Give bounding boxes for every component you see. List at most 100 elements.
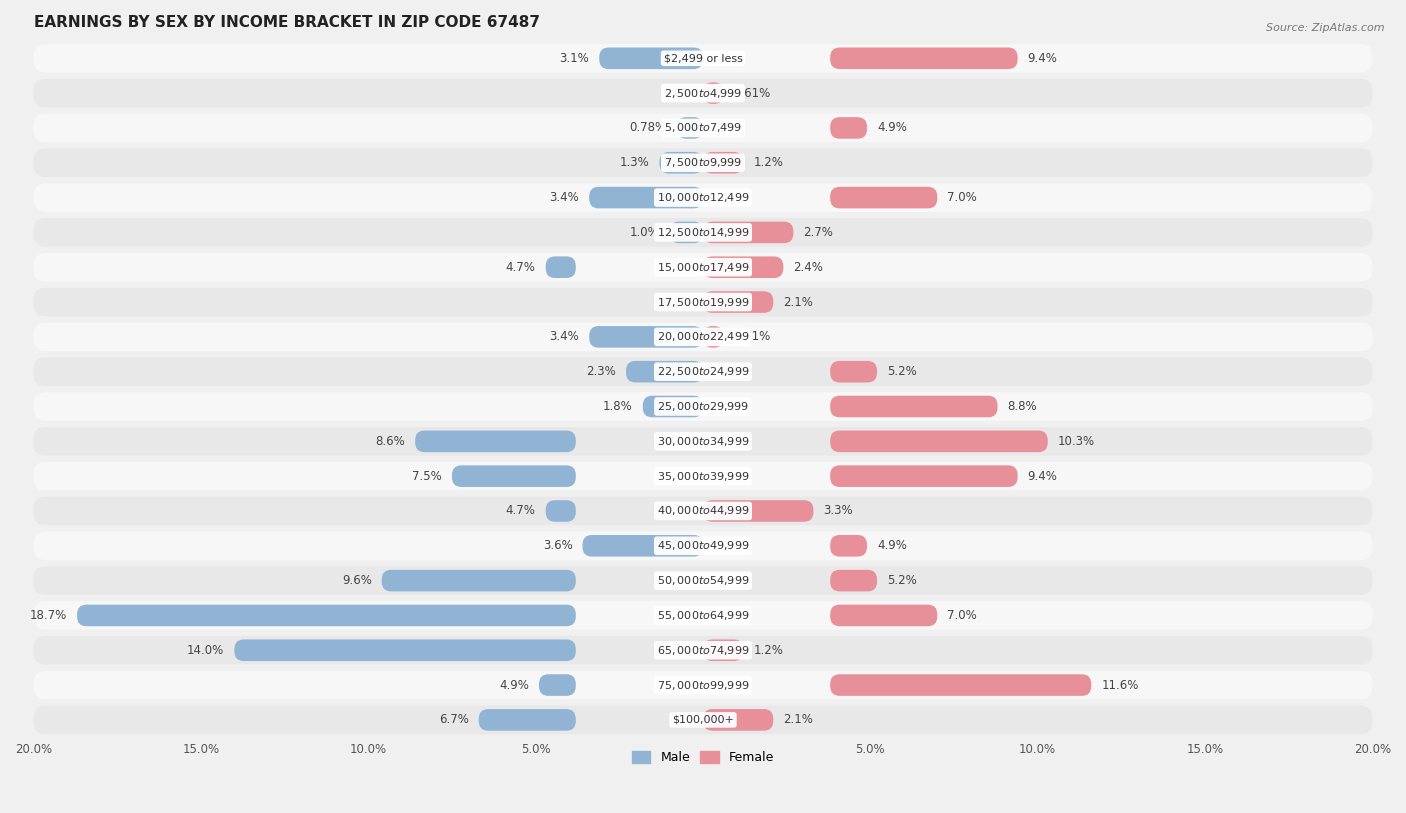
Text: 1.8%: 1.8% xyxy=(603,400,633,413)
FancyBboxPatch shape xyxy=(830,674,1091,696)
FancyBboxPatch shape xyxy=(34,358,1372,386)
Text: 2.1%: 2.1% xyxy=(783,713,813,726)
Text: $10,000 to $12,499: $10,000 to $12,499 xyxy=(657,191,749,204)
FancyBboxPatch shape xyxy=(703,640,744,661)
FancyBboxPatch shape xyxy=(34,427,1372,455)
Text: 0.0%: 0.0% xyxy=(664,87,693,100)
Text: $15,000 to $17,499: $15,000 to $17,499 xyxy=(657,261,749,274)
FancyBboxPatch shape xyxy=(381,570,576,591)
Text: $2,499 or less: $2,499 or less xyxy=(664,54,742,63)
FancyBboxPatch shape xyxy=(703,709,773,731)
FancyBboxPatch shape xyxy=(538,674,576,696)
Text: 3.4%: 3.4% xyxy=(550,191,579,204)
Text: $30,000 to $34,999: $30,000 to $34,999 xyxy=(657,435,749,448)
Text: 3.4%: 3.4% xyxy=(550,330,579,343)
Text: 9.4%: 9.4% xyxy=(1028,470,1057,483)
Text: 5.2%: 5.2% xyxy=(887,365,917,378)
FancyBboxPatch shape xyxy=(34,323,1372,351)
FancyBboxPatch shape xyxy=(830,535,868,557)
FancyBboxPatch shape xyxy=(34,114,1372,142)
Text: $2,500 to $4,999: $2,500 to $4,999 xyxy=(664,87,742,100)
FancyBboxPatch shape xyxy=(703,326,724,348)
Text: 0.78%: 0.78% xyxy=(630,121,666,134)
FancyBboxPatch shape xyxy=(34,497,1372,525)
FancyBboxPatch shape xyxy=(643,396,703,417)
FancyBboxPatch shape xyxy=(34,706,1372,734)
FancyBboxPatch shape xyxy=(34,183,1372,212)
Text: $7,500 to $9,999: $7,500 to $9,999 xyxy=(664,156,742,169)
Text: 2.3%: 2.3% xyxy=(586,365,616,378)
FancyBboxPatch shape xyxy=(34,44,1372,72)
Text: $65,000 to $74,999: $65,000 to $74,999 xyxy=(657,644,749,657)
FancyBboxPatch shape xyxy=(478,709,576,731)
Text: 0.0%: 0.0% xyxy=(664,296,693,309)
Text: 0.61%: 0.61% xyxy=(734,87,770,100)
Text: $20,000 to $22,499: $20,000 to $22,499 xyxy=(657,330,749,343)
FancyBboxPatch shape xyxy=(77,605,576,626)
FancyBboxPatch shape xyxy=(235,640,576,661)
FancyBboxPatch shape xyxy=(669,222,703,243)
FancyBboxPatch shape xyxy=(703,500,814,522)
FancyBboxPatch shape xyxy=(830,605,938,626)
Text: 5.2%: 5.2% xyxy=(887,574,917,587)
Text: $40,000 to $44,999: $40,000 to $44,999 xyxy=(657,504,749,517)
FancyBboxPatch shape xyxy=(34,671,1372,699)
FancyBboxPatch shape xyxy=(659,152,703,173)
Text: 0.61%: 0.61% xyxy=(734,330,770,343)
Text: 4.7%: 4.7% xyxy=(506,261,536,274)
Text: 6.7%: 6.7% xyxy=(439,713,468,726)
Text: $22,500 to $24,999: $22,500 to $24,999 xyxy=(657,365,749,378)
FancyBboxPatch shape xyxy=(676,117,703,139)
FancyBboxPatch shape xyxy=(34,288,1372,316)
FancyBboxPatch shape xyxy=(830,570,877,591)
Text: 4.9%: 4.9% xyxy=(499,679,529,692)
Legend: Male, Female: Male, Female xyxy=(627,746,779,769)
Text: 14.0%: 14.0% xyxy=(187,644,225,657)
Text: $55,000 to $64,999: $55,000 to $64,999 xyxy=(657,609,749,622)
FancyBboxPatch shape xyxy=(546,500,576,522)
Text: $100,000+: $100,000+ xyxy=(672,715,734,725)
Text: $45,000 to $49,999: $45,000 to $49,999 xyxy=(657,539,749,552)
FancyBboxPatch shape xyxy=(34,392,1372,421)
Text: 1.3%: 1.3% xyxy=(620,156,650,169)
Text: $17,500 to $19,999: $17,500 to $19,999 xyxy=(657,296,749,309)
FancyBboxPatch shape xyxy=(703,291,773,313)
Text: 3.6%: 3.6% xyxy=(543,539,572,552)
Text: $12,500 to $14,999: $12,500 to $14,999 xyxy=(657,226,749,239)
Text: 11.6%: 11.6% xyxy=(1101,679,1139,692)
Text: $50,000 to $54,999: $50,000 to $54,999 xyxy=(657,574,749,587)
FancyBboxPatch shape xyxy=(703,82,724,104)
FancyBboxPatch shape xyxy=(830,396,997,417)
Text: 3.1%: 3.1% xyxy=(560,52,589,65)
FancyBboxPatch shape xyxy=(703,152,744,173)
FancyBboxPatch shape xyxy=(626,361,703,382)
Text: 3.3%: 3.3% xyxy=(824,504,853,517)
FancyBboxPatch shape xyxy=(34,462,1372,490)
Text: 2.1%: 2.1% xyxy=(783,296,813,309)
Text: 10.3%: 10.3% xyxy=(1057,435,1095,448)
Text: 4.9%: 4.9% xyxy=(877,121,907,134)
FancyBboxPatch shape xyxy=(703,222,793,243)
FancyBboxPatch shape xyxy=(34,218,1372,246)
Text: 9.6%: 9.6% xyxy=(342,574,371,587)
FancyBboxPatch shape xyxy=(830,117,868,139)
Text: 4.9%: 4.9% xyxy=(877,539,907,552)
Text: 9.4%: 9.4% xyxy=(1028,52,1057,65)
FancyBboxPatch shape xyxy=(546,256,576,278)
Text: 2.7%: 2.7% xyxy=(803,226,834,239)
Text: 7.5%: 7.5% xyxy=(412,470,441,483)
Text: 8.6%: 8.6% xyxy=(375,435,405,448)
FancyBboxPatch shape xyxy=(830,187,938,208)
Text: $25,000 to $29,999: $25,000 to $29,999 xyxy=(657,400,749,413)
FancyBboxPatch shape xyxy=(34,636,1372,664)
FancyBboxPatch shape xyxy=(34,253,1372,281)
FancyBboxPatch shape xyxy=(830,361,877,382)
Text: 8.8%: 8.8% xyxy=(1008,400,1038,413)
FancyBboxPatch shape xyxy=(415,431,576,452)
Text: 7.0%: 7.0% xyxy=(948,609,977,622)
Text: Source: ZipAtlas.com: Source: ZipAtlas.com xyxy=(1267,23,1385,33)
FancyBboxPatch shape xyxy=(830,431,1047,452)
FancyBboxPatch shape xyxy=(582,535,703,557)
Text: 7.0%: 7.0% xyxy=(948,191,977,204)
FancyBboxPatch shape xyxy=(34,601,1372,630)
